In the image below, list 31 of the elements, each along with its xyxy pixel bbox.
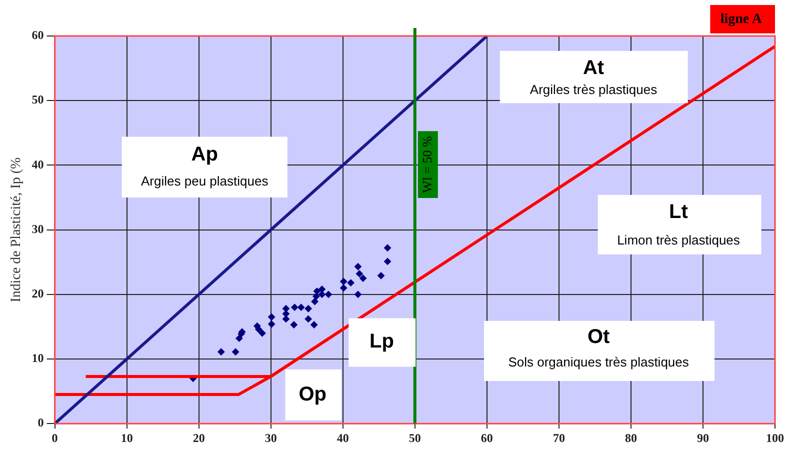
- x-tick-label: 30: [264, 430, 277, 445]
- annotation: Sols organiques très plastiques: [508, 354, 690, 370]
- x-tick-label: 90: [696, 430, 709, 445]
- text: ligne A: [720, 12, 763, 27]
- x-tick-label: 70: [552, 430, 565, 445]
- x-tick-label: 50: [408, 430, 421, 445]
- annotation: Ot: [587, 326, 610, 348]
- annotation: Argiles peu plastiques: [141, 174, 269, 189]
- annotation: Argiles très plastiques: [530, 82, 658, 97]
- y-axis-title: Indice de Plasticité, Ip (%: [9, 156, 24, 302]
- x-tick-label: 20: [192, 430, 205, 445]
- annotation: Op: [298, 384, 327, 406]
- y-tick-label: 40: [32, 157, 44, 172]
- x-tick-label: 0: [52, 430, 58, 445]
- x-tick-label: 80: [624, 430, 637, 445]
- y-tick-label: 20: [32, 286, 44, 300]
- y-tick-label: 0: [38, 416, 44, 430]
- annotation: Lp: [370, 330, 394, 353]
- y-tick-label: 30: [32, 222, 44, 236]
- x-tick-label: 10: [120, 430, 133, 445]
- x-tick-label: 100: [766, 430, 784, 445]
- annotation: Lt: [669, 200, 688, 223]
- y-tick-label: 10: [32, 351, 44, 366]
- annotation: At: [582, 56, 604, 79]
- y-tick-label: 50: [32, 92, 44, 107]
- y-tick-label: 60: [32, 28, 44, 42]
- ref-line-label: Wl = 50 %: [419, 136, 434, 193]
- x-tick-label: 60: [480, 430, 493, 445]
- annotation: Ap: [191, 143, 218, 166]
- x-tick-label: 40: [336, 430, 349, 445]
- annotation: Limon très plastiques: [617, 232, 740, 248]
